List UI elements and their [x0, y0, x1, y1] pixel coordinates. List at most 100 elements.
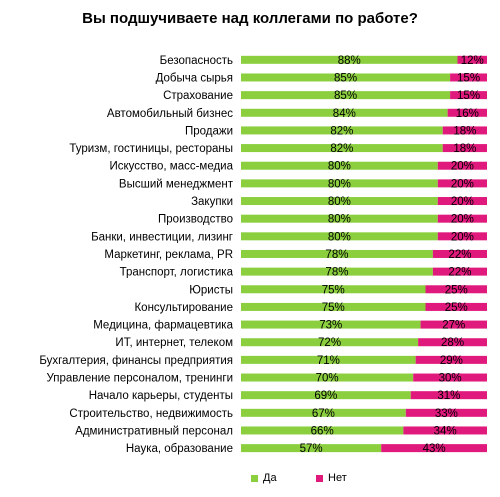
category-label: Бухгалтерия, финансы предприятия: [39, 355, 233, 367]
bar-yes: [241, 232, 438, 241]
legend-label-yes: Да: [263, 472, 277, 484]
bar-no: [420, 320, 487, 329]
bar-no: [450, 91, 487, 100]
data-label-yes: 72%: [318, 337, 341, 349]
data-label-yes: 57%: [300, 443, 323, 455]
bar-no: [457, 55, 487, 64]
data-label-yes: 70%: [316, 373, 339, 385]
category-label: Безопасность: [160, 55, 233, 67]
category-label: Юристы: [189, 284, 233, 296]
data-label-no: 18%: [453, 125, 476, 137]
bar-no: [437, 161, 487, 170]
data-label-yes: 69%: [314, 390, 337, 402]
legend-item-no: Нет: [316, 472, 347, 484]
bar-yes: [241, 91, 451, 100]
category-label: Начало карьеры, студенты: [89, 390, 233, 402]
category-label: Добыча сырья: [156, 72, 233, 84]
category-label: Консультирование: [134, 302, 233, 314]
bar-yes: [241, 444, 382, 453]
bar-yes: [241, 426, 404, 435]
bar-no: [425, 302, 487, 311]
data-label-no: 20%: [451, 231, 474, 243]
bar-yes: [241, 126, 443, 135]
chart-title: Вы подшучиваете над коллегами по работе?: [82, 10, 418, 27]
data-label-no: 29%: [440, 355, 463, 367]
data-label-no: 18%: [453, 143, 476, 155]
bar-no: [405, 408, 487, 417]
data-label-no: 12%: [461, 55, 484, 67]
category-label: Строительство, недвижимость: [69, 408, 233, 420]
bar-yes: [241, 144, 443, 153]
category-label: Искусство, масс-медиа: [109, 161, 233, 173]
bar-yes: [241, 267, 433, 276]
data-label-yes: 80%: [328, 214, 351, 226]
bar-yes: [241, 408, 406, 417]
category-label: Административный персонал: [75, 425, 233, 437]
data-label-no: 30%: [439, 373, 462, 385]
category-label: Производство: [158, 214, 233, 226]
data-label-yes: 84%: [333, 108, 356, 120]
data-label-yes: 67%: [312, 408, 335, 420]
category-label: Страхование: [163, 90, 233, 102]
data-label-no: 31%: [437, 390, 460, 402]
data-label-yes: 80%: [328, 161, 351, 173]
bar-no: [432, 267, 487, 276]
category-label: Закупки: [191, 196, 233, 208]
category-label: Автомобильный бизнес: [107, 108, 233, 120]
legend-label-no: Нет: [328, 472, 347, 484]
legend-item-yes: Да: [251, 472, 277, 484]
bar-no: [418, 338, 487, 347]
bar-yes: [241, 338, 419, 347]
data-label-no: 34%: [434, 425, 457, 437]
category-label: Туризм, гостиницы, рестораны: [69, 143, 233, 155]
data-label-yes: 82%: [330, 125, 353, 137]
data-label-yes: 78%: [325, 267, 348, 279]
legend-swatch-no: [316, 474, 323, 482]
bar-yes: [241, 214, 438, 223]
bar-no: [450, 73, 487, 82]
bar-no: [437, 232, 487, 241]
data-label-no: 22%: [448, 249, 471, 261]
bar-no: [437, 197, 487, 206]
bar-no: [415, 355, 487, 364]
bar-yes: [241, 391, 411, 400]
data-label-yes: 78%: [325, 249, 348, 261]
category-label: Управление персоналом, тренинги: [47, 373, 234, 385]
data-label-yes: 80%: [328, 196, 351, 208]
bar-yes: [241, 55, 458, 64]
category-label: Высший менеджмент: [119, 178, 234, 190]
data-label-no: 20%: [451, 196, 474, 208]
bar-yes: [241, 161, 438, 170]
bar-yes: [241, 302, 426, 311]
category-label: ИТ, интернет, телеком: [115, 337, 233, 349]
bar-no: [381, 444, 487, 453]
data-label-yes: 71%: [317, 355, 340, 367]
bar-yes: [241, 355, 416, 364]
bar-no: [442, 126, 487, 135]
data-label-no: 25%: [445, 302, 468, 314]
data-label-no: 16%: [456, 108, 479, 120]
category-label: Медицина, фармацевтика: [93, 320, 233, 332]
data-label-yes: 85%: [334, 90, 357, 102]
data-label-no: 20%: [451, 178, 474, 190]
bar-yes: [241, 73, 451, 82]
data-label-yes: 75%: [322, 284, 345, 296]
bar-no: [432, 249, 487, 258]
data-label-yes: 85%: [334, 72, 357, 84]
data-label-yes: 73%: [319, 320, 342, 332]
bar-no: [437, 214, 487, 223]
bar-yes: [241, 373, 414, 382]
category-label: Маркетинг, реклама, PR: [104, 249, 233, 261]
data-label-yes: 66%: [311, 425, 334, 437]
bar-no: [403, 426, 487, 435]
data-label-yes: 82%: [330, 143, 353, 155]
bar-yes: [241, 320, 421, 329]
data-label-no: 28%: [441, 337, 464, 349]
data-label-no: 43%: [423, 443, 446, 455]
chart-rows: Безопасность 88% 12% Добыча сырья 85% 15% Стра…: [39, 55, 487, 455]
data-label-yes: 88%: [338, 55, 361, 67]
data-label-yes: 80%: [328, 178, 351, 190]
bar-no: [425, 285, 487, 294]
bar-no: [442, 144, 487, 153]
